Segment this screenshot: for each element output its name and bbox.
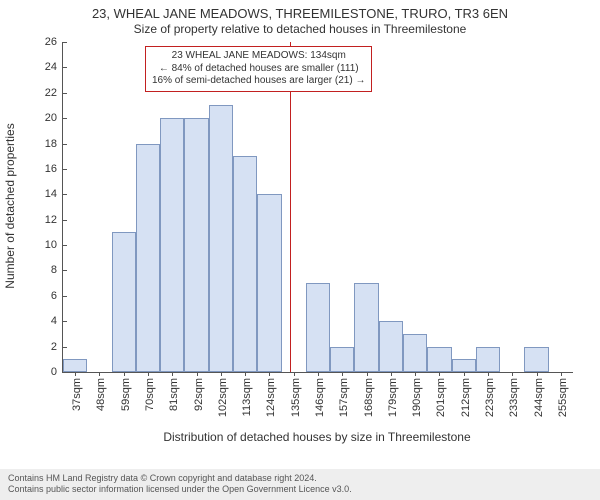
y-tick: 24: [45, 61, 63, 73]
title-sub: Size of property relative to detached ho…: [0, 22, 600, 36]
y-tick: 8: [51, 264, 63, 276]
plot-area: 0246810121416182022242637sqm48sqm59sqm70…: [62, 42, 573, 373]
x-tick: 244sqm: [529, 372, 545, 417]
footer-line: Contains public sector information licen…: [8, 484, 592, 496]
x-tick: 190sqm: [407, 372, 423, 417]
annotation-box: 23 WHEAL JANE MEADOWS: 134sqm ← 84% of d…: [145, 46, 372, 92]
chart-root: 23, WHEAL JANE MEADOWS, THREEMILESTONE, …: [0, 0, 600, 500]
footer: Contains HM Land Registry data © Crown c…: [0, 469, 600, 500]
x-tick: 157sqm: [334, 372, 350, 417]
y-tick: 10: [45, 239, 63, 251]
y-tick: 20: [45, 112, 63, 124]
y-tick: 2: [51, 341, 63, 353]
histogram-bar: [524, 347, 548, 372]
annotation-line: 16% of semi-detached houses are larger (…: [152, 75, 365, 88]
histogram-bar: [452, 359, 476, 372]
x-tick: 201sqm: [431, 372, 447, 417]
y-tick: 0: [51, 366, 63, 378]
y-axis-label: Number of detached properties: [3, 41, 17, 371]
x-tick: 59sqm: [116, 372, 132, 411]
x-tick: 212sqm: [456, 372, 472, 417]
footer-line: Contains HM Land Registry data © Crown c…: [8, 473, 592, 485]
x-tick: 124sqm: [261, 372, 277, 417]
y-tick: 14: [45, 188, 63, 200]
y-tick: 12: [45, 214, 63, 226]
histogram-bar: [403, 334, 427, 372]
histogram-bar: [476, 347, 500, 372]
histogram-bar: [330, 347, 354, 372]
histogram-bar: [112, 232, 136, 372]
histogram-bar: [209, 105, 233, 372]
annotation-line: 23 WHEAL JANE MEADOWS: 134sqm: [152, 50, 365, 63]
histogram-bar: [379, 321, 403, 372]
histogram-bar: [63, 359, 87, 372]
x-tick: 223sqm: [480, 372, 496, 417]
x-tick: 102sqm: [213, 372, 229, 417]
y-tick: 22: [45, 87, 63, 99]
histogram-bar: [136, 144, 160, 372]
histogram-bar: [427, 347, 451, 372]
histogram-bar: [306, 283, 330, 372]
x-axis-label: Distribution of detached houses by size …: [62, 430, 572, 444]
histogram-bar: [257, 194, 281, 372]
y-tick: 6: [51, 290, 63, 302]
x-tick: 81sqm: [164, 372, 180, 411]
y-tick: 16: [45, 163, 63, 175]
y-tick: 18: [45, 138, 63, 150]
x-tick: 92sqm: [189, 372, 205, 411]
x-tick: 48sqm: [91, 372, 107, 411]
histogram-bar: [354, 283, 378, 372]
annotation-line: ← 84% of detached houses are smaller (11…: [152, 63, 365, 76]
y-tick: 26: [45, 36, 63, 48]
marker-line: [290, 42, 291, 372]
y-tick: 4: [51, 315, 63, 327]
x-tick: 113sqm: [237, 372, 253, 416]
x-tick: 255sqm: [553, 372, 569, 417]
title-super: 23, WHEAL JANE MEADOWS, THREEMILESTONE, …: [0, 6, 600, 21]
histogram-bar: [233, 156, 257, 372]
x-tick: 233sqm: [504, 372, 520, 417]
x-tick: 146sqm: [310, 372, 326, 417]
x-tick: 135sqm: [286, 372, 302, 417]
x-tick: 179sqm: [383, 372, 399, 417]
histogram-bar: [184, 118, 208, 372]
x-tick: 70sqm: [140, 372, 156, 411]
x-tick: 168sqm: [359, 372, 375, 417]
x-tick: 37sqm: [67, 372, 83, 411]
histogram-bar: [160, 118, 184, 372]
